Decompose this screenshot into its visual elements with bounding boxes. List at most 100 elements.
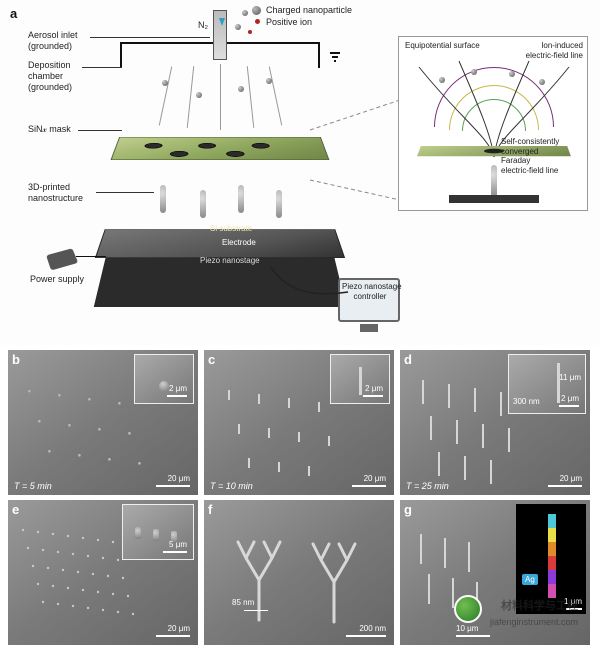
panel-a-inset: Equipotential surface Ion-induced electr… — [398, 36, 588, 211]
watermark-sub: jiafenginstrument.com — [490, 617, 578, 627]
dim-width-text: 85 nm — [232, 598, 254, 607]
mask-hole-icon — [144, 143, 163, 149]
piezo-stage-label: Piezo nanostage — [200, 256, 260, 266]
scale-inset-text: 2 μm — [561, 394, 579, 403]
scale-main-text: 20 μm — [364, 474, 386, 483]
field-line — [269, 67, 282, 126]
mask-hole-icon — [169, 151, 188, 157]
scale-main-text: 200 nm — [359, 624, 386, 633]
inset-feature — [359, 367, 362, 395]
field-line — [187, 66, 194, 128]
dim-height-text: 11 μm — [559, 373, 581, 382]
panel-c-label: c — [208, 352, 215, 367]
ground-symbol-1 — [330, 52, 340, 54]
leader-line — [96, 192, 154, 193]
monitor-stand — [360, 324, 378, 332]
scale-inset-text: 2 μm — [365, 384, 383, 393]
ground-symbol-3 — [334, 60, 336, 62]
panel-b-label: b — [12, 352, 20, 367]
dim-width-text: 300 nm — [513, 397, 540, 406]
panel-d: d 11 μm 300 nm 2 μm T = 25 min 20 μm — [400, 350, 590, 495]
nanoparticle-icon — [471, 69, 477, 75]
field-line — [220, 64, 221, 130]
leader-line — [82, 67, 122, 68]
scale-main-text: 20 μm — [560, 474, 582, 483]
power-supply-label: Power supply — [30, 274, 84, 285]
legend-positive-ion: Positive ion — [266, 17, 312, 28]
nanostructure-label: 3D-printed nanostructure — [28, 182, 83, 204]
nanostructure-icon — [160, 185, 166, 213]
si-substrate-label: Si substrate — [210, 224, 252, 234]
inset-feature — [135, 527, 141, 539]
inset-feature — [159, 381, 169, 391]
power-cable — [76, 256, 106, 257]
nanoparticle-icon — [235, 24, 241, 30]
panel-e-inset: 5 μm — [122, 504, 194, 560]
eds-segment — [548, 542, 556, 556]
legend-charged-np: Charged nanoparticle — [266, 5, 352, 16]
chamber-right — [318, 42, 320, 68]
figure-root: a Charged nanoparticle Positive ion N₂ — [0, 0, 600, 657]
scalebar — [346, 635, 386, 637]
eds-segment — [548, 570, 556, 584]
nanostructure-icon — [276, 190, 282, 218]
controller-cable — [270, 266, 350, 306]
inset-feature — [153, 529, 159, 541]
deposition-chamber-label: Deposition chamber (grounded) — [28, 60, 72, 92]
sinx-mask-label: SiN𝓍 mask — [28, 124, 71, 135]
eds-segment — [548, 528, 556, 542]
flow-arrow-icon — [219, 18, 225, 26]
power-supply-box — [46, 248, 78, 270]
dim-arrow — [244, 610, 268, 611]
zoom-dashed-box — [300, 100, 410, 210]
scale-main-text: 20 μm — [168, 624, 190, 633]
panel-b-inset: 2 μm — [134, 354, 194, 404]
controller-label: Piezo nanostage controller — [342, 282, 398, 301]
eds-segment — [548, 514, 556, 528]
eds-segment — [548, 584, 556, 598]
ground-symbol-2 — [332, 56, 338, 58]
eds-ag-badge: Ag — [522, 574, 538, 585]
scale-main-text: 10 μm — [456, 624, 478, 633]
watermark-text: 材料科学与工程 — [501, 597, 578, 613]
scalebar — [156, 635, 190, 637]
inset-feature — [557, 363, 560, 403]
panel-a-label: a — [10, 6, 17, 21]
field-line — [247, 66, 254, 128]
panel-b-time: T = 5 min — [14, 481, 52, 491]
eds-segment — [548, 556, 556, 570]
nanostructure-icon — [238, 185, 244, 213]
nanostructure-icon — [200, 190, 206, 218]
nanoparticle-icon — [509, 71, 515, 77]
panel-e: e 5 μm 20 μm — [8, 500, 198, 645]
inset-nanostructure — [491, 165, 497, 197]
watermark-logo-icon — [454, 595, 482, 623]
sinx-mask-plate — [111, 137, 330, 160]
scalebar — [456, 635, 490, 637]
n2-label: N₂ — [198, 20, 208, 31]
panel-g-label: g — [404, 502, 412, 517]
panel-f: f 85 nm 200 nm — [204, 500, 394, 645]
leader-line — [78, 130, 122, 131]
nanoparticle-icon — [266, 78, 272, 84]
nanoparticle-icon — [196, 92, 202, 98]
nanoparticle-icon — [539, 79, 545, 85]
panel-c: c 2 μm T = 10 min 20 μm — [204, 350, 394, 495]
equipotential-label: Equipotential surface — [405, 41, 480, 51]
ion-icon — [248, 30, 252, 34]
scalebar — [352, 485, 386, 487]
field-line — [159, 67, 172, 126]
mask-hole-icon — [226, 151, 245, 157]
nanoparticle-icon — [439, 77, 445, 83]
scalebar — [163, 551, 187, 553]
aerosol-inlet-label: Aerosol inlet (grounded) — [28, 30, 78, 52]
chamber-left — [120, 42, 122, 68]
faraday-label: Self-consistently converged Faraday elec… — [501, 137, 583, 175]
scale-main-text: 20 μm — [168, 474, 190, 483]
mask-hole-icon — [251, 143, 270, 149]
panel-a: a Charged nanoparticle Positive ion N₂ — [0, 0, 600, 345]
scalebar — [167, 395, 187, 397]
scalebar — [559, 405, 579, 407]
mask-hole-icon — [198, 143, 216, 149]
scalebar — [363, 395, 383, 397]
